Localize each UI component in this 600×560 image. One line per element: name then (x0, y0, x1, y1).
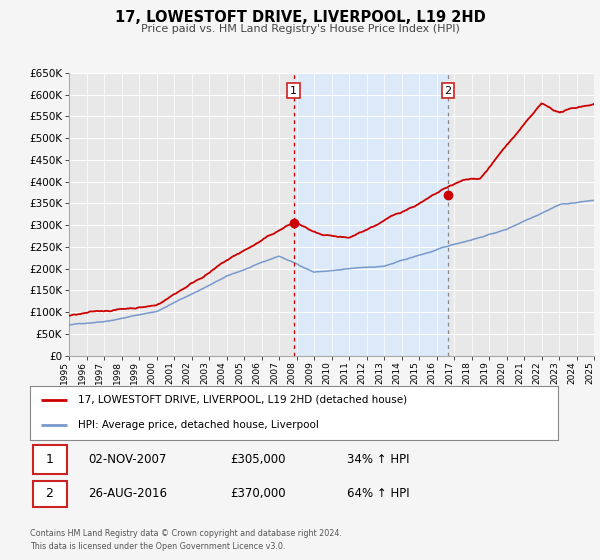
Text: 26-AUG-2016: 26-AUG-2016 (88, 487, 167, 500)
Text: 1999: 1999 (130, 361, 139, 384)
Text: This data is licensed under the Open Government Licence v3.0.: This data is licensed under the Open Gov… (30, 542, 286, 550)
Text: 2018: 2018 (463, 361, 472, 384)
Text: 2005: 2005 (235, 361, 244, 384)
Text: 2025: 2025 (585, 361, 594, 384)
Text: 2021: 2021 (515, 361, 524, 384)
Text: 2010: 2010 (323, 361, 331, 384)
Text: 2019: 2019 (480, 361, 489, 384)
Text: £305,000: £305,000 (230, 452, 286, 465)
Text: 2022: 2022 (533, 361, 542, 384)
Text: 17, LOWESTOFT DRIVE, LIVERPOOL, L19 2HD (detached house): 17, LOWESTOFT DRIVE, LIVERPOOL, L19 2HD … (77, 395, 407, 405)
Text: 34% ↑ HPI: 34% ↑ HPI (347, 452, 409, 465)
Text: 2009: 2009 (305, 361, 314, 384)
Text: 2011: 2011 (340, 361, 349, 384)
Text: 2015: 2015 (410, 361, 419, 384)
Text: HPI: Average price, detached house, Liverpool: HPI: Average price, detached house, Live… (77, 419, 319, 430)
Text: 2007: 2007 (270, 361, 279, 384)
Text: 2016: 2016 (427, 361, 436, 384)
Text: Contains HM Land Registry data © Crown copyright and database right 2024.: Contains HM Land Registry data © Crown c… (30, 529, 342, 538)
Text: 2013: 2013 (375, 361, 384, 384)
Text: 2014: 2014 (392, 361, 401, 384)
Text: 2000: 2000 (148, 361, 157, 384)
Text: 02-NOV-2007: 02-NOV-2007 (88, 452, 166, 465)
Text: 64% ↑ HPI: 64% ↑ HPI (347, 487, 409, 500)
Text: 2008: 2008 (287, 361, 296, 384)
Text: 1996: 1996 (77, 361, 86, 384)
Text: 1997: 1997 (95, 361, 104, 384)
Text: 1995: 1995 (60, 361, 69, 384)
Text: 2012: 2012 (358, 361, 367, 384)
Text: 2020: 2020 (497, 361, 506, 384)
Bar (293, 73, 448, 356)
Text: 2006: 2006 (253, 361, 262, 384)
Text: 2004: 2004 (218, 361, 227, 384)
Text: 1: 1 (290, 86, 297, 96)
Bar (32, 445, 67, 474)
Text: 2024: 2024 (568, 361, 577, 384)
Text: 2: 2 (445, 86, 451, 96)
Text: 2017: 2017 (445, 361, 454, 384)
Text: Price paid vs. HM Land Registry's House Price Index (HPI): Price paid vs. HM Land Registry's House … (140, 24, 460, 34)
Text: 2: 2 (46, 487, 53, 500)
Text: 2003: 2003 (200, 361, 209, 384)
Text: 2023: 2023 (550, 361, 559, 384)
Text: 17, LOWESTOFT DRIVE, LIVERPOOL, L19 2HD: 17, LOWESTOFT DRIVE, LIVERPOOL, L19 2HD (115, 10, 485, 25)
Text: 2001: 2001 (165, 361, 174, 384)
Text: 1998: 1998 (113, 361, 122, 384)
Bar (32, 481, 67, 507)
Text: 1: 1 (46, 452, 53, 465)
Text: 2002: 2002 (182, 361, 191, 384)
Text: £370,000: £370,000 (230, 487, 286, 500)
